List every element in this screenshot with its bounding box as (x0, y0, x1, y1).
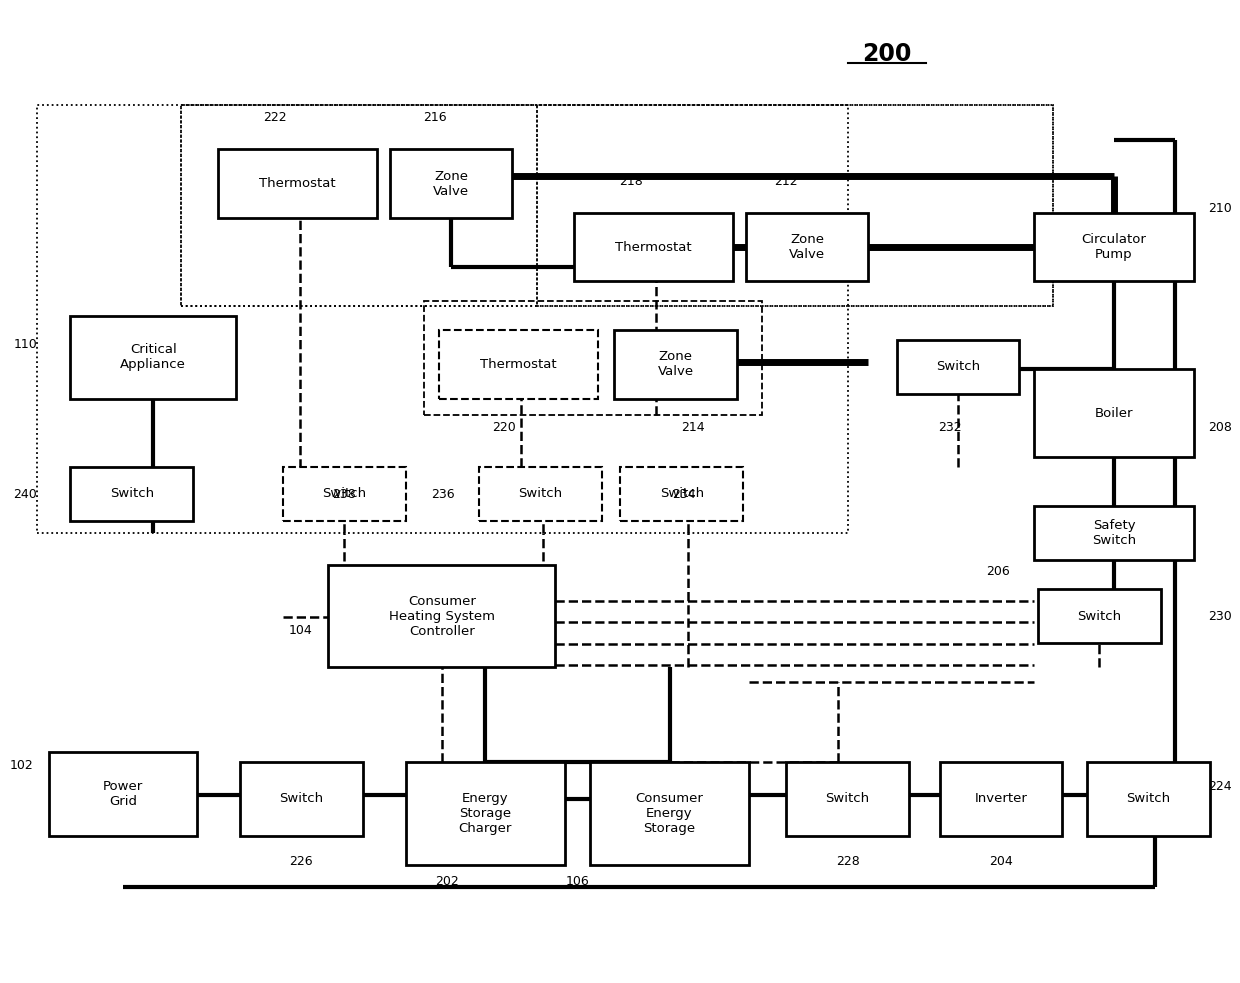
Text: 214: 214 (681, 421, 704, 434)
Text: Switch: Switch (660, 488, 704, 500)
Text: Thermostat: Thermostat (480, 358, 557, 371)
Text: 200: 200 (862, 41, 911, 66)
Text: 222: 222 (264, 111, 288, 124)
FancyBboxPatch shape (218, 149, 377, 218)
FancyBboxPatch shape (1038, 589, 1161, 643)
Text: 104: 104 (289, 624, 312, 637)
Text: Boiler: Boiler (1095, 407, 1133, 420)
FancyBboxPatch shape (71, 316, 236, 399)
Text: 110: 110 (14, 338, 37, 351)
Text: Critical
Appliance: Critical Appliance (120, 343, 186, 372)
Text: Switch: Switch (826, 792, 869, 805)
FancyBboxPatch shape (405, 762, 565, 865)
FancyBboxPatch shape (389, 149, 512, 218)
Text: Consumer
Energy
Storage: Consumer Energy Storage (636, 792, 703, 836)
Text: 216: 216 (423, 111, 446, 124)
FancyBboxPatch shape (329, 565, 556, 667)
Text: 236: 236 (432, 488, 455, 501)
Text: Zone
Valve: Zone Valve (789, 233, 825, 261)
Text: 226: 226 (289, 855, 312, 868)
Text: Consumer
Heating System
Controller: Consumer Heating System Controller (389, 595, 495, 638)
FancyBboxPatch shape (574, 213, 733, 281)
Text: Circulator
Pump: Circulator Pump (1081, 233, 1147, 261)
Text: 238: 238 (332, 488, 356, 501)
Text: Zone
Valve: Zone Valve (657, 350, 693, 378)
Text: Inverter: Inverter (975, 792, 1028, 805)
Text: 202: 202 (435, 875, 459, 888)
Text: Safety
Switch: Safety Switch (1092, 519, 1136, 548)
FancyBboxPatch shape (71, 467, 193, 521)
Text: 228: 228 (836, 855, 859, 868)
Text: Switch: Switch (322, 488, 366, 500)
Text: Switch: Switch (1126, 792, 1171, 805)
FancyBboxPatch shape (786, 762, 909, 836)
Text: Switch: Switch (109, 488, 154, 500)
Text: Thermostat: Thermostat (615, 241, 692, 254)
Text: 204: 204 (990, 855, 1013, 868)
Text: Power
Grid: Power Grid (103, 781, 144, 808)
Text: 240: 240 (14, 488, 37, 501)
FancyBboxPatch shape (1034, 213, 1194, 281)
Text: Switch: Switch (936, 361, 980, 374)
FancyBboxPatch shape (897, 340, 1019, 394)
Text: 218: 218 (620, 176, 644, 189)
Text: Thermostat: Thermostat (259, 177, 336, 190)
FancyBboxPatch shape (1034, 506, 1194, 560)
Text: 220: 220 (492, 421, 516, 434)
FancyBboxPatch shape (745, 213, 868, 281)
Text: Zone
Valve: Zone Valve (433, 170, 469, 198)
Text: 106: 106 (565, 875, 589, 888)
Text: 230: 230 (1209, 610, 1233, 623)
Text: 212: 212 (774, 176, 799, 189)
FancyBboxPatch shape (1087, 762, 1210, 836)
Text: 224: 224 (1209, 781, 1233, 793)
FancyBboxPatch shape (50, 752, 197, 836)
FancyBboxPatch shape (283, 467, 405, 521)
FancyBboxPatch shape (479, 467, 601, 521)
Text: 210: 210 (1209, 202, 1233, 214)
FancyBboxPatch shape (620, 467, 743, 521)
Text: Switch: Switch (1078, 609, 1121, 622)
FancyBboxPatch shape (1034, 370, 1194, 457)
FancyBboxPatch shape (239, 762, 362, 836)
Text: 232: 232 (939, 421, 962, 434)
FancyBboxPatch shape (590, 762, 749, 865)
Text: Switch: Switch (518, 488, 563, 500)
Text: 206: 206 (986, 565, 1009, 578)
Text: 208: 208 (1209, 422, 1233, 434)
FancyBboxPatch shape (940, 762, 1063, 836)
Text: Energy
Storage
Charger: Energy Storage Charger (459, 792, 512, 836)
Text: Switch: Switch (279, 792, 324, 805)
FancyBboxPatch shape (439, 330, 598, 399)
Text: 234: 234 (672, 488, 696, 501)
Text: 102: 102 (10, 759, 33, 772)
FancyBboxPatch shape (614, 330, 737, 399)
